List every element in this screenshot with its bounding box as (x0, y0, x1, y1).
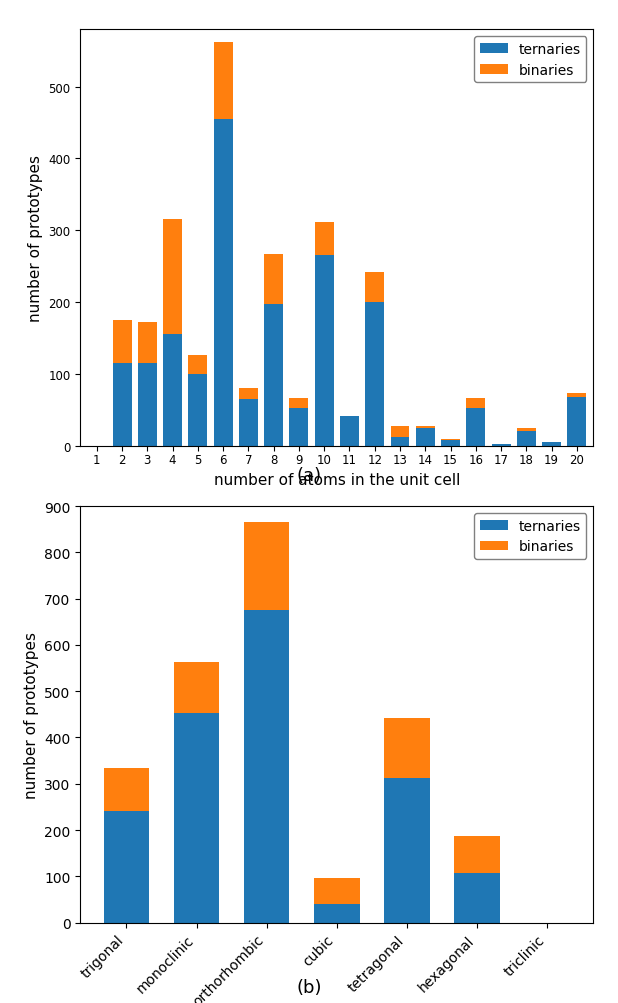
Bar (289, 409, 308, 446)
Bar (491, 444, 510, 446)
Bar (314, 878, 360, 905)
Bar (542, 442, 561, 446)
Legend: ternaries, binaries: ternaries, binaries (474, 514, 586, 560)
Bar (384, 718, 430, 778)
Y-axis label: number of prototypes: number of prototypes (23, 631, 39, 798)
Bar (314, 905, 360, 923)
Bar (239, 389, 258, 399)
Bar (441, 440, 460, 446)
Bar (365, 303, 384, 446)
Bar (163, 335, 182, 446)
Bar (264, 255, 283, 305)
Bar (214, 119, 232, 446)
Y-axis label: number of prototypes: number of prototypes (28, 154, 43, 322)
Bar (138, 364, 157, 446)
Bar (244, 523, 289, 611)
Bar (174, 662, 219, 714)
Bar (391, 437, 410, 446)
Bar (104, 768, 149, 810)
Bar (264, 305, 283, 446)
Bar (454, 874, 500, 923)
Bar (188, 374, 207, 446)
Bar (391, 427, 410, 437)
Bar (163, 221, 182, 335)
Text: (a): (a) (297, 466, 321, 484)
Bar (239, 399, 258, 446)
Bar (517, 432, 536, 446)
Bar (454, 837, 500, 874)
Bar (315, 256, 334, 446)
Bar (188, 355, 207, 374)
Bar (315, 223, 334, 256)
Bar (104, 810, 149, 923)
X-axis label: number of atoms in the unit cell: number of atoms in the unit cell (214, 472, 460, 487)
Bar (467, 409, 485, 446)
Bar (138, 323, 157, 364)
Bar (340, 416, 359, 446)
Bar (567, 394, 586, 397)
Bar (244, 611, 289, 923)
Bar (441, 439, 460, 440)
Bar (567, 397, 586, 446)
Bar (467, 399, 485, 409)
Bar (289, 399, 308, 409)
Legend: ternaries, binaries: ternaries, binaries (474, 37, 586, 83)
Bar (416, 426, 434, 428)
Text: (b): (b) (296, 978, 322, 996)
Bar (384, 778, 430, 923)
Bar (416, 428, 434, 446)
Bar (517, 428, 536, 432)
Bar (112, 364, 132, 446)
Bar (365, 273, 384, 303)
Bar (214, 43, 232, 119)
Bar (112, 321, 132, 364)
Bar (174, 714, 219, 923)
